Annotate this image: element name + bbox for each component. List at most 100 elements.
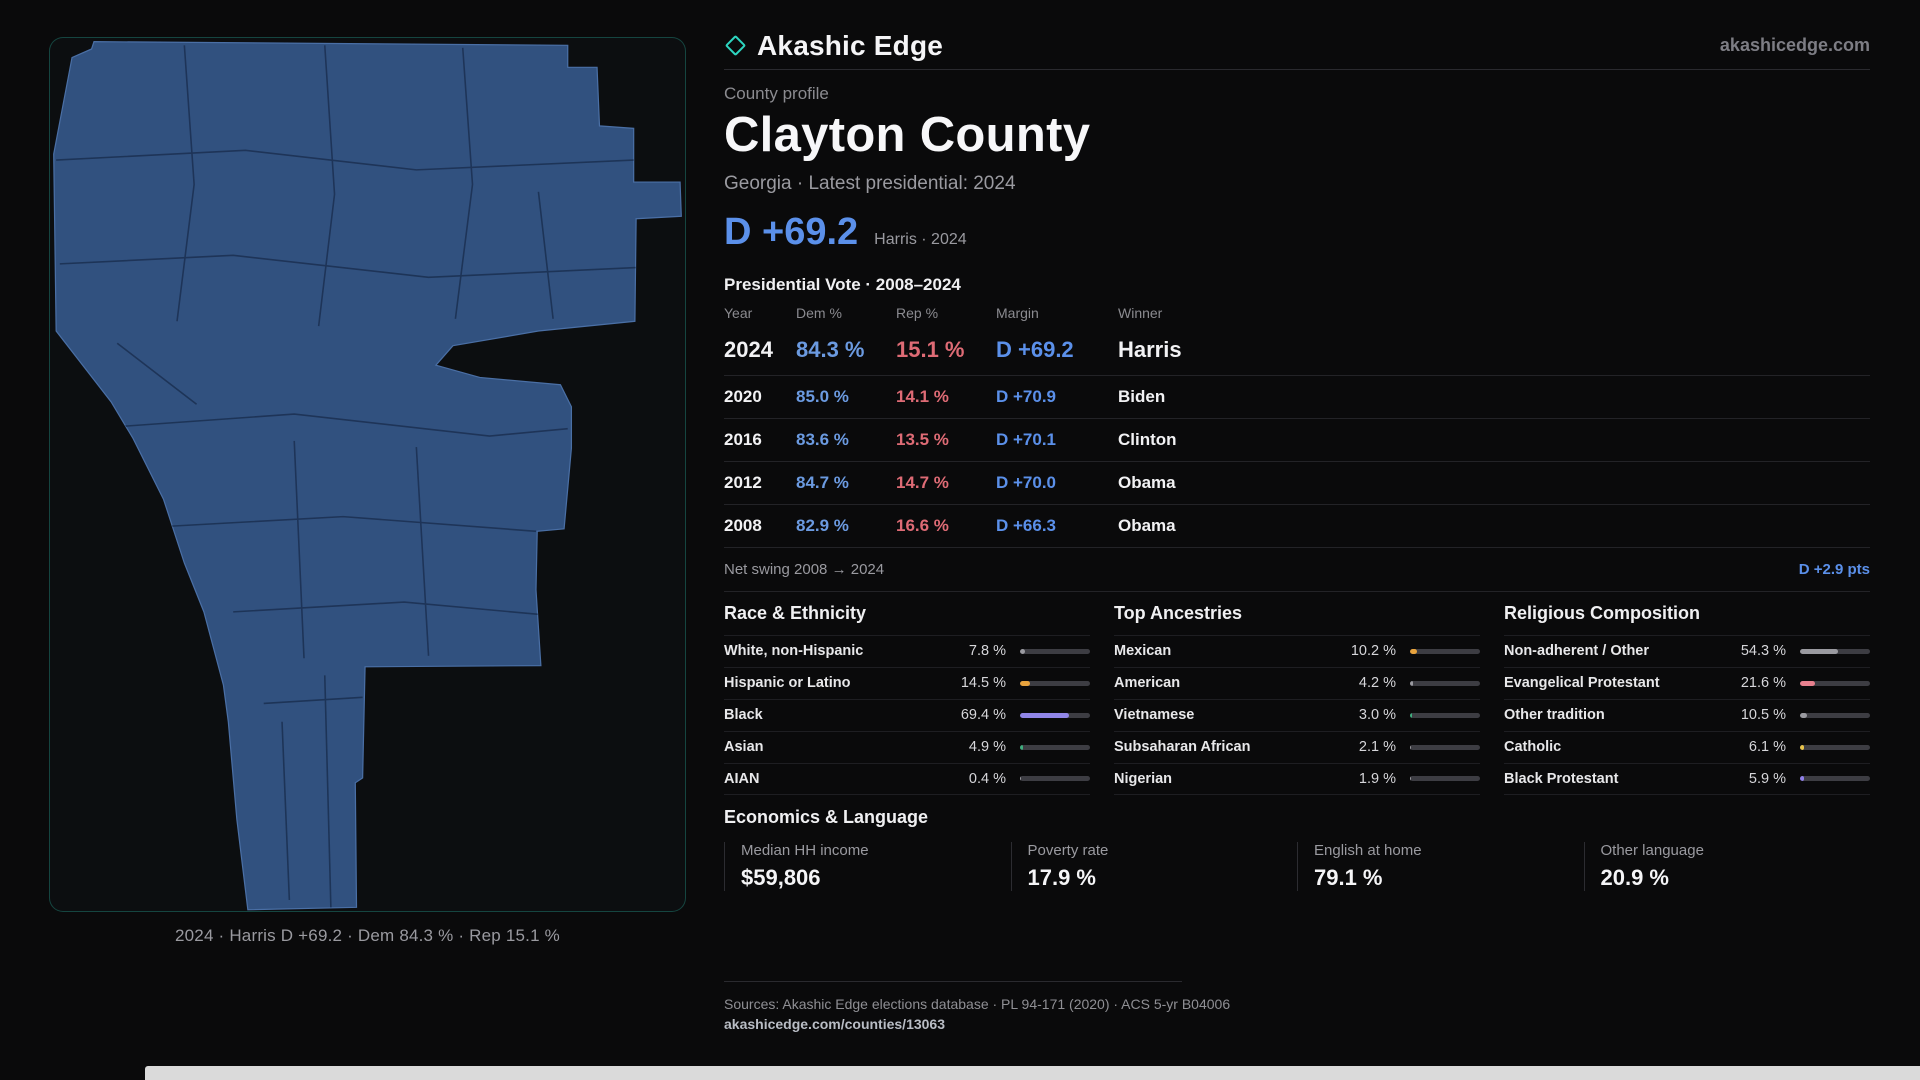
row-winner: Biden xyxy=(1118,386,1166,406)
demo-label: AIAN xyxy=(724,770,760,787)
demo-row: Nigerian 1.9 % xyxy=(1114,762,1480,795)
row-margin: D +66.3 xyxy=(996,515,1057,535)
demo-value: 21.6 % xyxy=(1740,675,1786,692)
demo-bar-fill xyxy=(1800,744,1805,750)
row-winner: Obama xyxy=(1118,515,1176,535)
demo-row: Asian 4.9 % xyxy=(724,730,1090,763)
stat-value: $59,806 xyxy=(741,864,821,890)
demo-bar xyxy=(1020,712,1090,718)
diamond-logo-icon xyxy=(724,34,747,57)
demo-value: 54.3 % xyxy=(1740,643,1786,660)
header-bar: Akashic Edge akashicedge.com xyxy=(724,30,1870,70)
row-dem-pct: 82.9 % xyxy=(796,515,849,535)
demo-bar-fill xyxy=(1020,648,1026,654)
top-ancestries-column: Top Ancestries Mexican 10.2 % American 4… xyxy=(1114,592,1480,795)
stat-value: 17.9 % xyxy=(1027,864,1097,890)
demo-label: Subsaharan African xyxy=(1114,739,1251,756)
demo-bar xyxy=(1410,680,1480,686)
demo-bar xyxy=(1800,776,1870,782)
demo-row: Other tradition 10.5 % xyxy=(1504,698,1870,731)
demo-row: Mexican 10.2 % xyxy=(1114,634,1480,667)
demo-bar-fill xyxy=(1800,712,1808,718)
demo-bar xyxy=(1800,744,1870,750)
demo-label: Nigerian xyxy=(1114,770,1173,787)
demo-bar-fill xyxy=(1020,776,1022,782)
demo-row: AIAN 0.4 % xyxy=(724,762,1090,795)
site-domain-link[interactable]: akashicedge.com xyxy=(1719,35,1870,55)
demo-bar xyxy=(1410,744,1480,750)
col-rep: Rep % xyxy=(896,304,939,321)
permalink[interactable]: akashicedge.com/counties/13063 xyxy=(724,1015,945,1032)
demo-row: Subsaharan African 2.1 % xyxy=(1114,730,1480,763)
demo-row: Black Protestant 5.9 % xyxy=(1504,762,1870,795)
demo-label: Hispanic or Latino xyxy=(724,675,851,692)
demo-bar-fill xyxy=(1800,776,1805,782)
demo-bar-fill xyxy=(1410,648,1418,654)
row-margin: D +70.0 xyxy=(996,472,1057,492)
demo-bar-fill xyxy=(1410,680,1413,686)
race-ethnicity-column: Race & Ethnicity White, non-Hispanic 7.8… xyxy=(724,592,1090,795)
demo-bar xyxy=(1800,712,1870,718)
row-rep-pct: 14.7 % xyxy=(896,472,949,492)
row-margin: D +69.2 xyxy=(996,336,1074,362)
demo-value: 14.5 % xyxy=(960,675,1006,692)
demo-value: 0.4 % xyxy=(968,770,1006,787)
county-precinct-map xyxy=(53,41,682,911)
demo-bar xyxy=(1410,776,1480,782)
row-dem-pct: 83.6 % xyxy=(796,429,849,449)
sources-text: Sources: Akashic Edge elections database… xyxy=(724,995,1231,1012)
row-year: 2012 xyxy=(724,472,762,492)
demo-row: Black 69.4 % xyxy=(724,698,1090,731)
demo-bar xyxy=(1020,776,1090,782)
headline-margin-block: D +69.2 Harris · 2024 xyxy=(724,211,1870,255)
demo-row: Non-adherent / Other 54.3 % xyxy=(1504,634,1870,667)
demo-bar xyxy=(1800,648,1870,654)
demo-label: Non-adherent / Other xyxy=(1504,643,1650,660)
table-row: 2016 83.6 % 13.5 % D +70.1 Clinton xyxy=(724,419,1870,462)
demo-row: Hispanic or Latino 14.5 % xyxy=(724,666,1090,699)
demo-bar xyxy=(1800,680,1870,686)
map-caption: 2024 · Harris D +69.2 · Dem 84.3 % · Rep… xyxy=(175,926,560,945)
demo-bar-fill xyxy=(1020,680,1031,686)
precinct-boundaries xyxy=(56,45,637,908)
table-row: 2012 84.7 % 14.7 % D +70.0 Obama xyxy=(724,462,1870,505)
row-winner: Obama xyxy=(1118,472,1176,492)
net-swing-value: D +2.9 pts xyxy=(1798,560,1870,578)
col-year: Year xyxy=(724,304,753,321)
demo-bar xyxy=(1020,648,1090,654)
demo-bar-fill xyxy=(1800,680,1816,686)
demo-value: 6.1 % xyxy=(1748,739,1786,756)
bottom-strip xyxy=(145,1066,1920,1080)
row-winner: Harris xyxy=(1118,336,1182,362)
demo-row: American 4.2 % xyxy=(1114,666,1480,699)
demo-bar-fill xyxy=(1020,712,1069,718)
vote-section-title: Presidential Vote · 2008–2024 xyxy=(724,274,961,294)
demo-value: 7.8 % xyxy=(968,643,1006,660)
demo-row: Vietnamese 3.0 % xyxy=(1114,698,1480,731)
demo-column-title: Race & Ethnicity xyxy=(724,602,867,623)
headline-margin-value: D +69.2 xyxy=(724,210,859,253)
demo-value: 69.4 % xyxy=(960,707,1006,724)
demo-row: White, non-Hispanic 7.8 % xyxy=(724,634,1090,667)
demo-label: Mexican xyxy=(1114,643,1172,660)
county-map-panel xyxy=(49,37,686,912)
demo-label: Black Protestant xyxy=(1504,770,1619,787)
stat-poverty-rate: Poverty rate 17.9 % xyxy=(1010,841,1298,891)
profile-content: Akashic Edge akashicedge.com County prof… xyxy=(724,30,1870,1032)
stat-median-income: Median HH income $59,806 xyxy=(724,841,1011,891)
col-margin: Margin xyxy=(996,304,1039,321)
stat-label: Poverty rate xyxy=(1027,841,1109,859)
row-dem-pct: 84.7 % xyxy=(796,472,849,492)
page-title: Clayton County xyxy=(724,108,1091,162)
economics-section-title: Economics & Language xyxy=(724,806,929,827)
row-winner: Clinton xyxy=(1118,429,1177,449)
brand-name: Akashic Edge xyxy=(757,29,944,61)
demo-value: 4.9 % xyxy=(968,739,1006,756)
demo-bar-fill xyxy=(1410,744,1412,750)
net-swing-row: Net swing 2008 → 2024 D +2.9 pts xyxy=(724,548,1870,592)
table-row: 2008 82.9 % 16.6 % D +66.3 Obama xyxy=(724,505,1870,548)
footer: Sources: Akashic Edge elections database… xyxy=(724,980,1870,1032)
demo-value: 1.9 % xyxy=(1358,770,1396,787)
demo-value: 3.0 % xyxy=(1358,707,1396,724)
demo-value: 2.1 % xyxy=(1358,739,1396,756)
